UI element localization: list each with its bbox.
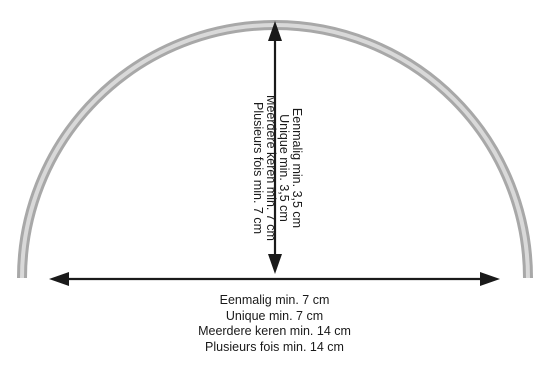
vertical-label-line: Plusieurs fois min. 7 cm — [251, 102, 265, 234]
vertical-dimension-label: Eenmalig min. 3,5 cm Unique min. 3,5 cm … — [251, 63, 304, 273]
horizontal-arrowhead-right — [480, 272, 500, 286]
vertical-label-line: Unique min. 3,5 cm — [277, 114, 291, 222]
vertical-arrowhead-bottom — [268, 254, 282, 274]
vertical-arrow — [268, 21, 282, 274]
horizontal-label-line: Plusieurs fois min. 14 cm — [205, 339, 344, 354]
vertical-arrowhead-top — [268, 21, 282, 41]
vertical-label-line: Eenmalig min. 3,5 cm — [290, 107, 304, 229]
horizontal-label-line: Unique min. 7 cm — [225, 308, 324, 323]
horizontal-label-line: Eenmalig min. 7 cm — [219, 293, 330, 307]
horizontal-dimension-label: Eenmalig min. 7 cm Unique min. 7 cm Meer… — [0, 293, 549, 355]
horizontal-arrow — [49, 272, 500, 286]
vertical-label-line: Meerdere keren min. 7 cm — [264, 95, 278, 241]
horizontal-arrowhead-left — [49, 272, 69, 286]
horizontal-label-line: Meerdere keren min. 14 cm — [198, 324, 351, 338]
